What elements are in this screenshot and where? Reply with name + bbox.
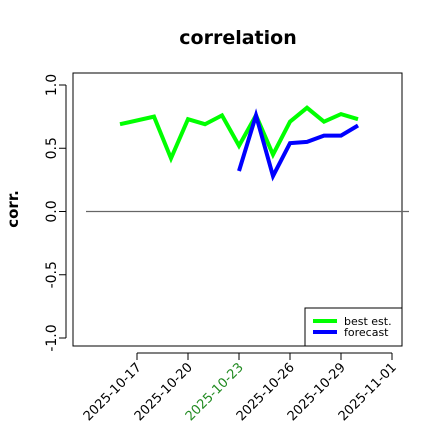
y-tick-label: 1.0 [44, 74, 60, 96]
x-axis: 2025-10-172025-10-202025-10-232025-10-26… [81, 352, 400, 424]
series-line-best-est [119, 105, 359, 164]
y-tick-label: -0.5 [44, 261, 60, 288]
legend-box [304, 307, 403, 347]
y-axis-label: corr. [4, 190, 22, 228]
chart-title: correlation [179, 27, 296, 49]
legend-label: forecast [344, 326, 389, 339]
plot-frame [72, 72, 403, 347]
legend: best est.forecast [304, 307, 403, 347]
y-axis: -1.0 -0.5 0.0 0.5 1.0 [44, 74, 67, 352]
series-layer [119, 105, 360, 182]
y-tick-label: 0.5 [44, 137, 60, 159]
series-line-forecast [237, 108, 360, 182]
y-tick-label: 0.0 [44, 200, 60, 222]
legend-label: best est. [344, 315, 392, 328]
y-tick-label: -1.0 [44, 324, 60, 351]
